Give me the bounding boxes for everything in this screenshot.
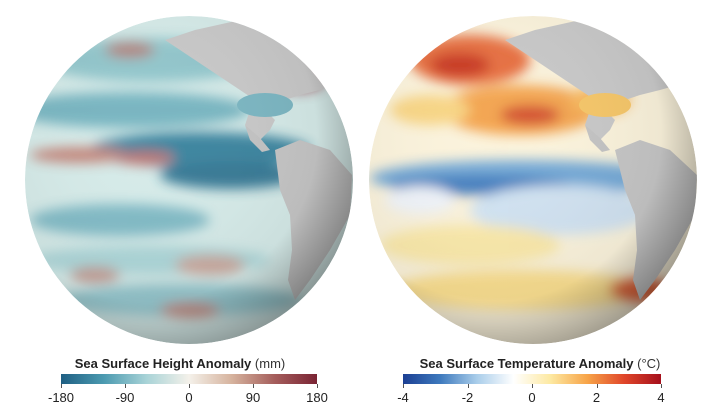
sst-colorbar-tick-label: -2	[461, 390, 474, 405]
sst-colorbar-tick	[403, 384, 404, 388]
sst-colorbar	[403, 374, 661, 384]
ssh-globe-map	[25, 16, 353, 344]
ssh-colorbar	[61, 374, 317, 384]
ssh-colorbar-tick-label: -180	[47, 390, 75, 405]
sst-colorbar-tick	[596, 384, 598, 388]
sst-panel: Sea Surface Temperature Anomaly (°C) -4 -…	[369, 16, 697, 405]
ssh-colorbar-tick-label: 0	[185, 390, 193, 405]
ssh-colorbar-tick-label: 180	[306, 390, 328, 405]
sst-colorbar-tick	[467, 384, 469, 388]
sst-globe-map	[369, 16, 697, 344]
sst-colorbar-tick	[661, 384, 662, 388]
ssh-panel: Sea Surface Height Anomaly (mm) -180 -90 0…	[25, 16, 353, 405]
sst-legend-title: Sea Surface Temperature Anomaly (°C)	[419, 356, 661, 371]
sst-colorbar-tick-label: -4	[397, 390, 409, 405]
sst-colorbar-tick-label: 2	[592, 390, 601, 405]
ssh-legend-title: Sea Surface Height Anomaly (mm)	[74, 356, 286, 371]
sst-colorbar-tick-label: 4	[657, 390, 665, 405]
sst-colorbar-tick-label: 0	[528, 390, 536, 405]
ssh-colorbar-tick	[189, 384, 190, 388]
ssh-colorbar-tick-label: -90	[115, 390, 135, 405]
ssh-colorbar-tick-label: 90	[245, 390, 261, 405]
ssh-colorbar-tick	[125, 384, 126, 388]
ssh-colorbar-tick	[253, 384, 254, 388]
sst-colorbar-tick	[532, 384, 533, 388]
ssh-colorbar-tick	[61, 384, 62, 388]
ssh-colorbar-tick	[317, 384, 318, 388]
